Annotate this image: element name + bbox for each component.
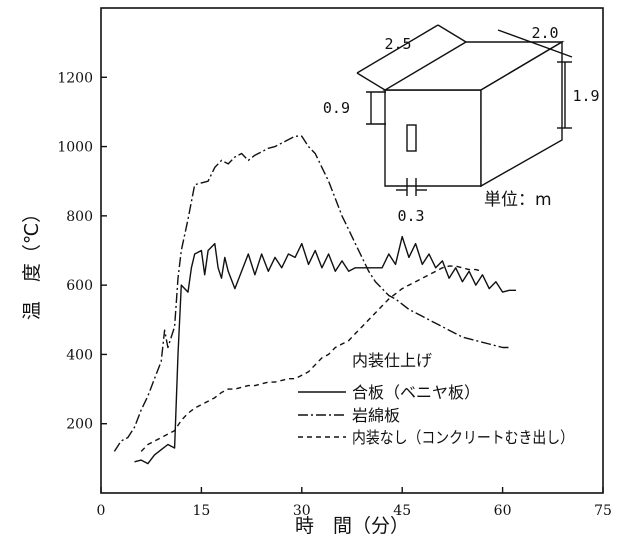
box-front-face <box>384 89 482 187</box>
legend-label-1: 岩綿板 <box>352 406 400 425</box>
dim-label-2.0: 2.0 <box>531 24 558 42</box>
series-line-0 <box>134 235 516 465</box>
y-tick-label-4: 1000 <box>57 140 93 156</box>
legend-title: 内装仕上げ <box>352 351 432 370</box>
series-line-1 <box>113 135 510 452</box>
axes <box>100 7 604 494</box>
y-tick-label-5: 1200 <box>57 70 93 86</box>
y-tick-label-0: 200 <box>66 417 93 433</box>
x-tick-label-0: 0 <box>97 503 106 519</box>
x-tick-label-3: 45 <box>393 503 411 519</box>
dim-label-0.3: 0.3 <box>397 207 424 225</box>
dim-label-0.9: 0.9 <box>323 99 350 117</box>
box-side-face <box>480 40 563 188</box>
y-tick-label-2: 600 <box>66 278 93 294</box>
legend-label-2: 内装なし（コンクリートむき出し） <box>352 428 574 447</box>
x-axis-label: 時 間（分） <box>295 515 409 537</box>
plot-frame <box>100 7 604 494</box>
x-tick-label-4: 60 <box>494 503 512 519</box>
x-tick-label-2: 30 <box>293 503 311 519</box>
y-axis-label: 温 度（℃） <box>21 204 43 320</box>
series-line-2 <box>140 265 483 452</box>
x-tick-label-1: 15 <box>192 503 210 519</box>
legend-label-0: 合板（ベニヤ板） <box>352 383 480 402</box>
unit-label: 単位：m <box>484 190 552 210</box>
dim-label-2.5: 2.5 <box>384 35 411 53</box>
box-dimension-inset <box>356 24 573 196</box>
y-tick-label-3: 800 <box>66 209 93 225</box>
y-tick-label-1: 400 <box>66 347 93 363</box>
series-lines <box>113 135 516 465</box>
ticks: 0 15 30 45 60 75 200 400 600 800 1000 1200 <box>57 70 612 519</box>
dim-label-1.9: 1.9 <box>572 87 599 105</box>
box-opening <box>406 124 417 152</box>
legend: 内装仕上げ 合板（ベニヤ板） 岩綿板 内装なし（コンクリートむき出し） <box>298 351 574 447</box>
x-tick-label-5: 75 <box>594 503 612 519</box>
